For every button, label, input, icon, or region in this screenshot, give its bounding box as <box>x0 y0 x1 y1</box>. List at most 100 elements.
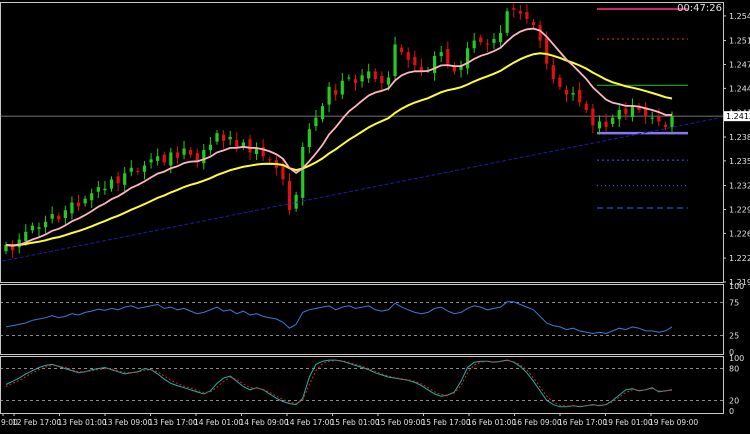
candle-body <box>353 79 358 83</box>
price-tick-label: 1.2228 <box>729 254 750 263</box>
oscillator-tick-label: 25 <box>729 332 739 341</box>
candle-body <box>90 193 94 201</box>
candle-body <box>670 116 674 127</box>
candle-body <box>604 121 608 127</box>
candle-body <box>320 106 325 120</box>
panel-frames <box>0 2 724 414</box>
candle-timer: 00:47:26 <box>677 3 722 14</box>
oscillator-tick-label: 75 <box>729 299 739 308</box>
candle-body <box>663 124 668 127</box>
candle-body <box>558 77 562 87</box>
stochastic-signal-line <box>5 360 673 407</box>
price-tick-label: 1.2510 <box>729 37 750 46</box>
candle-body <box>347 77 351 79</box>
candle-body <box>301 147 305 198</box>
candle-body <box>452 65 456 72</box>
candle-body <box>149 159 153 163</box>
axis-labels: 1.25421.25101.24791.24481.24171.23851.23… <box>1 12 750 427</box>
candle-body <box>169 152 173 166</box>
ma-fast-line <box>5 27 673 247</box>
candle-body <box>334 89 338 95</box>
time-tick-label: 16 Feb 09:00 <box>513 418 562 427</box>
candle-body <box>340 80 344 95</box>
candle-body <box>617 109 621 120</box>
candle-body <box>202 150 206 164</box>
time-tick-label: 12 Feb 17:00 <box>12 418 61 427</box>
candle-body <box>215 133 219 142</box>
candle-body <box>400 47 404 53</box>
candle-body <box>538 25 542 41</box>
stochastic-tick-label: 0 <box>729 407 734 416</box>
candle-body <box>109 179 114 189</box>
price-tick-label: 1.2197 <box>729 278 750 287</box>
candle-body <box>465 48 470 69</box>
time-tick-label: 13 Feb 17:00 <box>149 418 198 427</box>
candle-body <box>57 215 61 220</box>
candle-body <box>50 214 54 219</box>
candle-body <box>571 93 575 95</box>
candle-body <box>485 43 489 45</box>
candle-body <box>386 77 391 85</box>
candle-body <box>472 40 476 49</box>
time-tick-label: 15 Feb 17:00 <box>422 418 471 427</box>
candle-body <box>419 66 424 72</box>
price-tick-label: 1.2448 <box>729 84 750 93</box>
candle-body <box>611 117 615 124</box>
candle-body <box>17 239 21 248</box>
candle-body <box>228 136 232 140</box>
panel-frame-3 <box>0 356 724 414</box>
time-tick-label: 14 Feb 01:00 <box>194 418 243 427</box>
stochastic-tick-label: 20 <box>729 396 739 405</box>
candle-body <box>644 106 648 117</box>
candle-body <box>433 55 437 73</box>
candle-body <box>512 8 516 10</box>
candle-body <box>30 225 34 231</box>
price-tick-label: 1.2385 <box>729 133 750 142</box>
candle-body <box>584 103 588 110</box>
candle-body <box>4 244 8 252</box>
candle-body <box>545 37 549 64</box>
panel-frame-1 <box>0 2 724 283</box>
candle-body <box>241 142 245 148</box>
candle-body <box>37 227 41 229</box>
candle-body <box>281 164 285 180</box>
candle-body <box>254 148 259 154</box>
price-tick-label: 1.2542 <box>729 12 750 21</box>
candle-body <box>248 139 252 153</box>
candle-body <box>63 210 67 218</box>
candle-body <box>360 75 364 82</box>
candle-body <box>103 188 107 191</box>
candle-body <box>116 176 120 184</box>
time-tick-label: 16 Feb 17:00 <box>558 418 607 427</box>
candle-body <box>123 173 127 185</box>
time-tick-label: 19 Feb 09:00 <box>649 418 698 427</box>
current-price-box <box>724 111 750 122</box>
time-tick-label: 13 Feb 01:00 <box>58 418 107 427</box>
candle-body <box>531 22 536 26</box>
time-tick-label: 19 Feb 01:00 <box>604 418 653 427</box>
panel-frame-2 <box>0 284 724 355</box>
candle-body <box>525 12 529 19</box>
time-tick-label: 13 Feb 09:00 <box>103 418 152 427</box>
candle-body <box>479 37 483 43</box>
candle-body <box>492 39 496 43</box>
candle-body <box>189 150 193 155</box>
oscillator-tick-label: 0 <box>729 348 734 357</box>
stochastic-panel <box>0 359 723 408</box>
candle-body <box>551 65 555 80</box>
candle-body <box>208 144 213 151</box>
ma-slow-line <box>5 52 673 247</box>
candlestick-series <box>4 3 674 259</box>
candle-body <box>162 154 166 163</box>
price-tick-label: 1.2260 <box>729 229 750 238</box>
candle-body <box>446 49 450 64</box>
candle-body <box>235 140 239 148</box>
stochastic-main-line <box>5 359 673 408</box>
trend-line <box>1 117 721 262</box>
price-tick-label: 1.2322 <box>729 182 750 191</box>
time-tick-label: 14 Feb 09:00 <box>240 418 289 427</box>
candle-body <box>591 108 595 126</box>
